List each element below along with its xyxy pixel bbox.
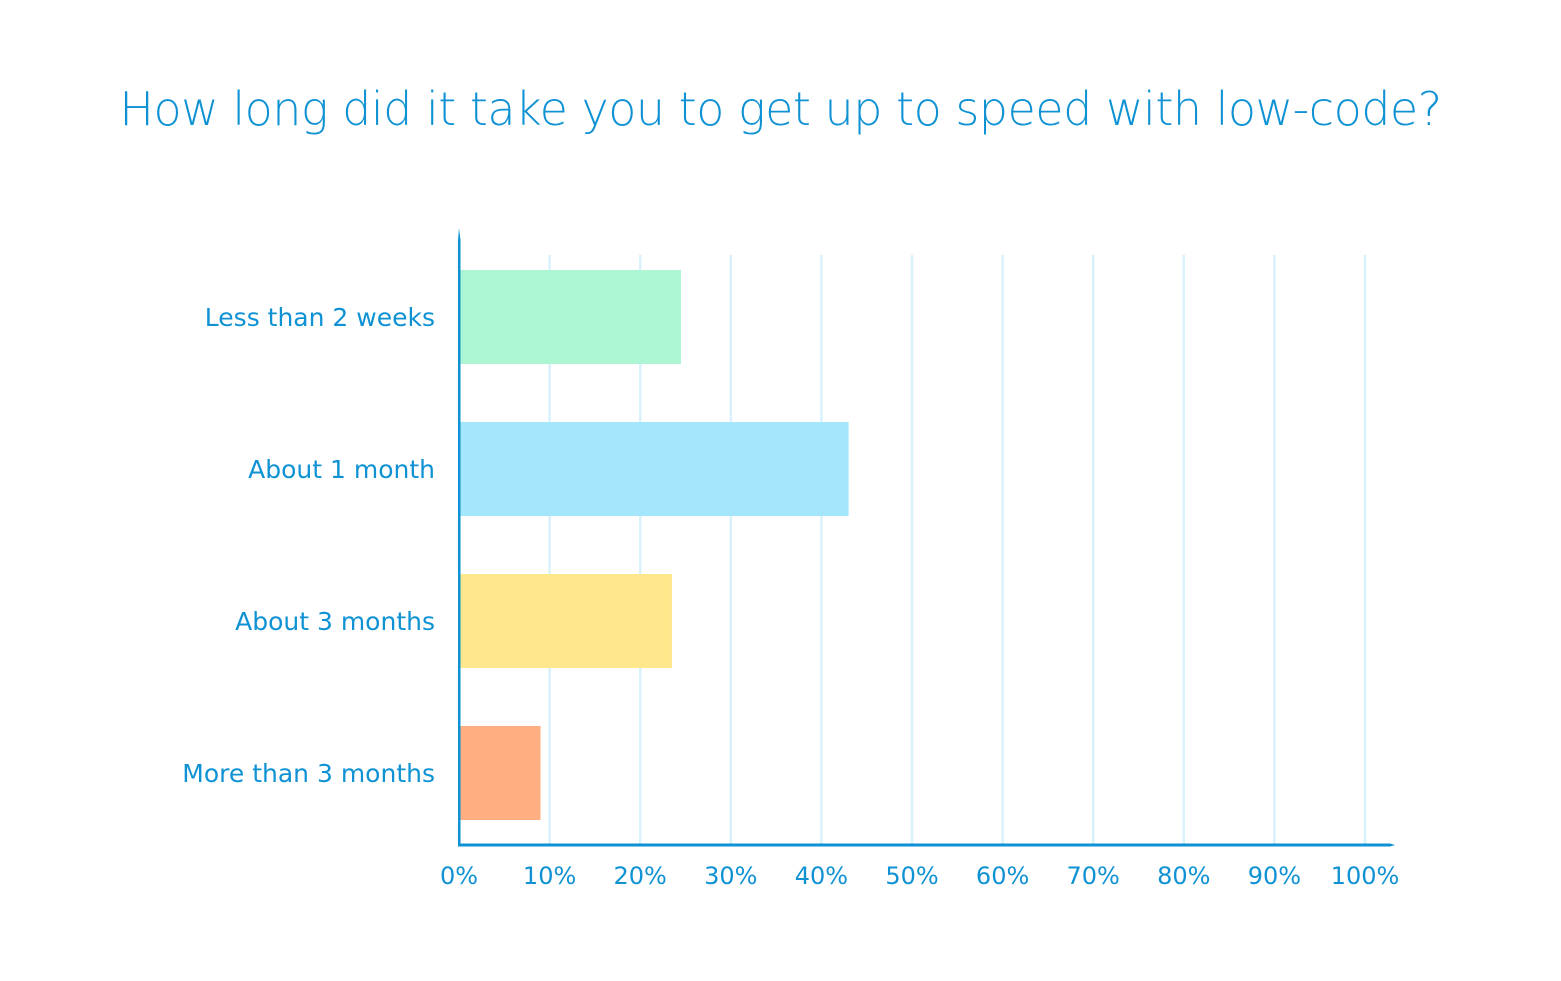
x-tick-label-80: 80% [1157, 862, 1210, 890]
x-tick-label-0: 0% [440, 862, 478, 890]
bar-about-1-month [459, 422, 849, 516]
bar-less-than-2-weeks [459, 270, 681, 364]
x-tick-label-10: 10% [523, 862, 576, 890]
category-label: More than 3 months [182, 759, 435, 788]
category-label: About 3 months [235, 607, 435, 636]
category-labels: Less than 2 weeks About 1 month About 3 mo… [182, 303, 435, 788]
y-axis-line [458, 228, 461, 845]
x-tick-label-90: 90% [1248, 862, 1301, 890]
bars [459, 270, 849, 820]
axes [458, 228, 1395, 847]
x-tick-label-40: 40% [795, 862, 848, 890]
x-tick-label-60: 60% [976, 862, 1029, 890]
chart-title: How long did it take you to get up to sp… [119, 82, 1442, 136]
x-tick-label-100: 100% [1331, 862, 1400, 890]
grid-lines [548, 255, 1367, 845]
category-label: About 1 month [248, 455, 435, 484]
category-label: Less than 2 weeks [205, 303, 435, 332]
x-tick-label-70: 70% [1067, 862, 1120, 890]
x-tick-label-50: 50% [885, 862, 938, 890]
bar-about-3-months [459, 574, 672, 668]
x-tick-label-30: 30% [704, 862, 757, 890]
x-axis-line [458, 843, 1395, 847]
x-tick-label-20: 20% [614, 862, 667, 890]
bar-more-than-3-months [459, 726, 541, 820]
tick-labels: 0% 10% 20% 30% 40% 50% 60% 70% 80% 90% 100% [440, 862, 1399, 890]
